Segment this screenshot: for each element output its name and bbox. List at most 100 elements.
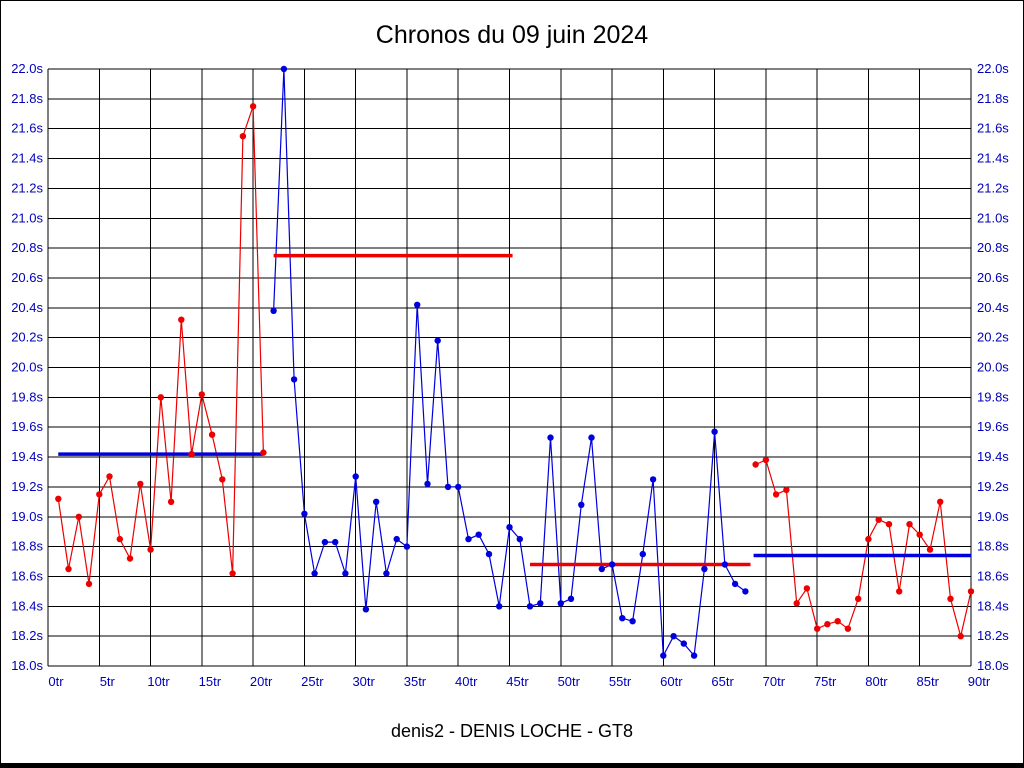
data-point-marker (690, 652, 698, 659)
data-point-marker (106, 473, 113, 480)
y-tick-label-left: 18.2s (11, 628, 43, 643)
x-tick-label: 70tr (763, 674, 786, 689)
data-point-marker (916, 531, 923, 538)
data-point-marker (249, 103, 257, 110)
x-tick-label: 35tr (404, 674, 427, 689)
data-point-marker (937, 498, 944, 505)
chart-title: Chronos du 09 juin 2024 (375, 21, 649, 49)
y-tick-label-left: 19.6s (11, 419, 43, 434)
data-point-marker (772, 491, 780, 498)
x-tick-label: 60tr (660, 674, 683, 689)
data-point-marker (814, 625, 821, 632)
data-point-marker (598, 565, 605, 573)
data-point-marker (270, 307, 277, 314)
data-point-marker (731, 580, 739, 588)
data-point-marker (721, 561, 729, 568)
x-tick-label: 5tr (100, 674, 116, 689)
data-point-marker (578, 501, 585, 508)
data-point-marker (547, 434, 554, 441)
data-point-marker (137, 480, 144, 488)
data-point-marker (301, 510, 308, 517)
data-point-marker (157, 394, 164, 401)
data-point-marker (475, 531, 482, 538)
data-point-marker (167, 498, 175, 505)
y-tick-label-right: 19.4s (977, 449, 1009, 464)
x-tick-label: 0tr (48, 674, 64, 689)
y-tick-label-left: 20.4s (11, 300, 43, 315)
data-point-marker (485, 550, 493, 558)
x-tick-label: 65tr (711, 674, 734, 689)
data-point-marker (465, 535, 472, 543)
y-tick-label-left: 18.4s (11, 598, 43, 613)
data-point-marker (660, 652, 667, 659)
data-point-marker (116, 535, 124, 543)
x-tick-label: 20tr (250, 674, 273, 689)
data-point-marker (619, 615, 626, 622)
data-point-marker (926, 546, 934, 553)
data-point-marker (496, 603, 503, 610)
data-point-marker (414, 301, 421, 308)
data-point-marker (711, 428, 718, 435)
y-tick-label-right: 20.4s (977, 300, 1009, 315)
y-tick-label-left: 20.0s (11, 360, 43, 375)
data-point-marker (608, 561, 616, 568)
y-tick-label-left: 19.0s (11, 509, 43, 524)
chart-caption: denis2 - DENIS LOCHE - GT8 (390, 721, 634, 741)
data-point-marker (855, 595, 862, 602)
data-point-marker (875, 516, 882, 523)
x-tick-label: 85tr (917, 674, 940, 689)
x-tick-label: 55tr (609, 674, 632, 689)
data-point-marker (362, 606, 370, 613)
data-point-marker (824, 621, 831, 628)
y-tick-label-left: 18.0s (11, 658, 43, 673)
data-point-marker (403, 543, 411, 550)
series-line-stint-1-red (57, 106, 264, 584)
y-tick-label-left: 22.0s (11, 61, 43, 76)
data-point-marker (783, 486, 790, 494)
y-tick-label-right: 21.6s (977, 121, 1009, 136)
data-point-marker (96, 491, 103, 498)
y-tick-label-left: 20.6s (11, 270, 43, 285)
data-point-marker (311, 570, 318, 577)
data-point-marker (639, 550, 646, 558)
data-point-marker (588, 434, 595, 441)
data-point-marker (844, 625, 852, 632)
y-tick-label-right: 19.8s (977, 389, 1009, 404)
y-tick-label-right: 18.8s (977, 539, 1009, 554)
data-point-marker (752, 461, 759, 468)
data-point-marker (967, 588, 975, 595)
data-point-marker (219, 476, 226, 483)
y-tick-label-left: 21.4s (11, 151, 43, 166)
data-point-marker (55, 495, 62, 502)
y-tick-label-right: 21.0s (977, 210, 1009, 225)
data-point-marker (742, 588, 749, 595)
y-tick-label-right: 18.4s (977, 598, 1009, 613)
y-tick-label-right: 20.2s (977, 330, 1009, 345)
x-tick-label: 10tr (147, 674, 170, 689)
x-tick-label: 30tr (352, 674, 375, 689)
data-point-marker (455, 483, 462, 491)
data-point-marker (506, 524, 513, 531)
y-tick-label-right: 18.2s (977, 628, 1009, 643)
y-tick-label-left: 20.2s (11, 330, 43, 345)
data-point-marker (393, 535, 400, 543)
y-tick-label-left: 19.8s (11, 389, 43, 404)
data-point-marker (332, 538, 339, 546)
data-point-marker (85, 580, 93, 588)
data-point-marker (834, 618, 841, 625)
data-point-marker (670, 633, 677, 640)
data-point-marker (373, 498, 380, 505)
y-tick-label-left: 21.6s (11, 121, 43, 136)
data-point-marker (947, 595, 954, 602)
data-point-marker (352, 473, 359, 480)
y-tick-label-left: 18.6s (11, 568, 43, 583)
data-point-marker (762, 456, 770, 464)
data-point-marker (239, 133, 247, 140)
y-tick-label-left: 18.8s (11, 539, 43, 554)
data-point-marker (896, 588, 903, 595)
y-tick-label-right: 19.0s (977, 509, 1009, 524)
data-point-marker (680, 640, 687, 647)
data-point-marker (516, 535, 523, 543)
